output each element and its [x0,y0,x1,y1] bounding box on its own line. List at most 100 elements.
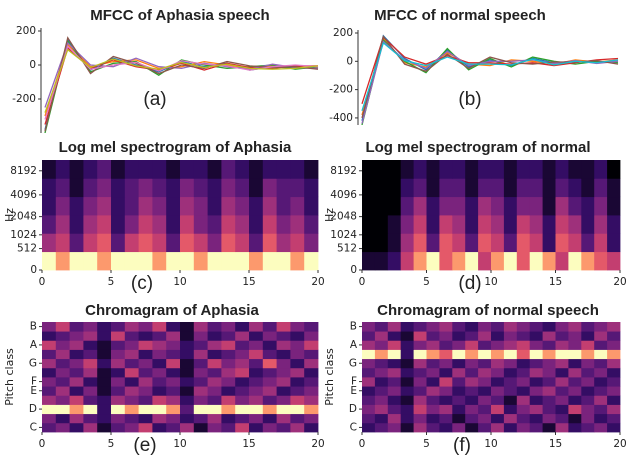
heat-cell [69,215,84,234]
heat-cell [607,386,621,396]
heat-cell [276,215,291,234]
heat-cell [69,358,84,369]
heat-cell [166,215,181,234]
heat-cell [97,377,112,387]
heat-cell [290,404,305,415]
heat-cell [69,413,84,424]
heat-cell [290,377,305,387]
heat-cell [166,395,181,405]
heat-cell [221,160,236,179]
heat-cell [529,233,543,253]
heat-cell [568,386,582,396]
heat-cell [555,251,569,271]
heat-cell [69,178,84,198]
heat-cell [400,178,414,198]
heat-cell [97,404,112,415]
heat-cell [400,358,414,369]
heat-cell [594,367,608,378]
heat-cell [503,422,518,433]
heat-cell [555,386,569,396]
heat-cell [581,349,595,360]
mfcc-line [44,41,319,108]
heat-cell [290,413,305,424]
y-tick-label: C [350,421,357,433]
mfcc-line [361,41,619,112]
heat-cell [221,386,236,396]
heat-cell [529,251,543,271]
heat-cell [581,358,595,369]
heat-cell [374,413,389,424]
heat-cell [111,404,126,415]
heat-cell [413,422,427,433]
heat-cell [594,386,608,396]
heat-cell [555,367,569,378]
heat-cell [97,331,112,341]
heat-cell [426,377,440,387]
heat-cell [374,386,389,396]
y-tick-label: E [30,385,37,397]
heat-cell [413,160,427,179]
heat-cell [97,340,112,350]
mfcc-line [361,35,619,119]
x-tick-label: 10 [173,276,186,288]
heat-cell [152,340,167,350]
heat-cell [42,251,57,271]
heat-cell [83,196,98,216]
heat-cell [491,196,505,216]
heat-cell [276,404,291,415]
heat-cell [83,322,98,332]
heat-cell [262,367,277,378]
heat-cell [568,251,582,271]
heat-cell [542,386,556,396]
heat-cell [607,367,621,378]
heat-cell [124,233,139,253]
heat-cell [400,251,414,271]
heat-cell [491,377,505,387]
heat-cell [387,340,402,350]
heat-cell [413,349,427,360]
x-tick-label: 5 [423,438,430,450]
heat-cell [207,178,222,198]
heat-cell [516,422,531,433]
heat-cell [42,160,57,179]
y-tick-label: A [350,339,358,351]
heat-cell [235,349,250,360]
heat-cell [413,377,427,387]
heat-cell [69,196,84,216]
heat-cell [387,413,402,424]
heat-cell [249,413,264,424]
heat-cell [55,413,70,424]
heat-cell [413,340,427,350]
heat-cell [568,233,582,253]
heat-cell [138,160,153,179]
heat-cell [516,367,531,378]
heat-cell [180,196,195,216]
heat-cell [529,331,543,341]
heat-cell [262,322,277,332]
heat-cell [262,422,277,433]
heat-cell [607,422,621,433]
heat-cell [503,160,518,179]
heat-cell [516,160,531,179]
x-tick-label: 0 [359,438,366,450]
heat-cell [69,367,84,378]
x-tick-label: 20 [311,276,324,288]
heat-cell [400,367,414,378]
heat-cell [413,413,427,424]
heat-cell [516,349,531,360]
heat-cell [207,322,222,332]
heat-cell [249,367,264,378]
heat-cell [262,358,277,369]
heat-cell [465,367,479,378]
heat-cell [290,395,305,405]
heat-cell [439,386,453,396]
heat-cell [262,404,277,415]
heat-cell [594,377,608,387]
y-tick-label: F [31,376,37,388]
heat-cell [193,196,208,216]
heat-cell [207,233,222,253]
heat-cell [207,251,222,271]
mfcc-line [361,38,619,125]
heat-cell [465,377,479,387]
heat-cell [594,196,608,216]
